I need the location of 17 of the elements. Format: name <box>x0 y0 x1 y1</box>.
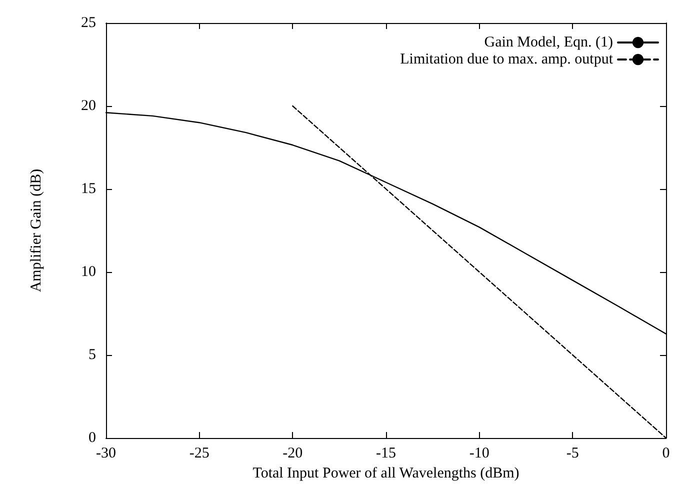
y-tick-label: 25 <box>81 15 96 31</box>
y-tick-label: 15 <box>81 181 96 197</box>
y-tick-label: 20 <box>81 98 96 114</box>
x-tick-label: -20 <box>282 446 303 462</box>
x-tick-label: -15 <box>376 446 396 462</box>
x-tick-label: -25 <box>189 446 210 462</box>
x-tick-label: -30 <box>96 446 116 462</box>
x-tick-label: -10 <box>469 446 490 462</box>
x-axis-title: Total Input Power of all Wavelengths (dBm) <box>252 465 520 482</box>
x-tick-label: 0 <box>662 446 670 462</box>
y-axis-title: Amplifier Gain (dB) <box>28 168 44 292</box>
y-tick-label: 10 <box>81 264 96 280</box>
y-tick-label: 5 <box>88 347 96 363</box>
legend-label: Gain Model, Eqn. (1) <box>484 34 613 50</box>
x-tick-label: -5 <box>566 446 579 462</box>
legend-label: Limitation due to max. amp. output <box>400 52 614 68</box>
y-tick-label: 0 <box>88 430 96 446</box>
